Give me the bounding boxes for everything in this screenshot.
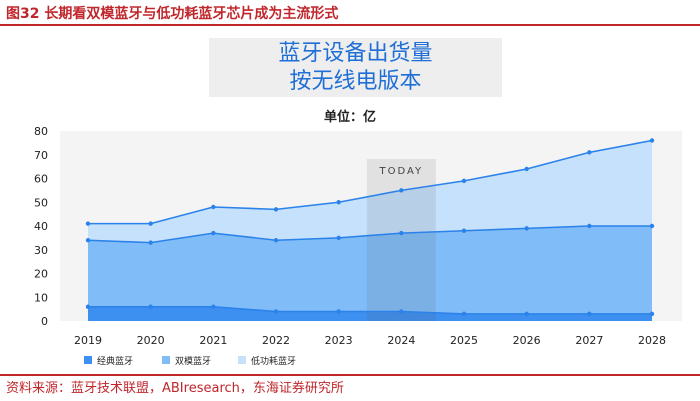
y-tick-label: 20 xyxy=(34,268,48,281)
data-point-s1-2023 xyxy=(336,309,341,314)
data-point-s2-2021 xyxy=(211,230,216,236)
data-point-s1-2027 xyxy=(587,311,592,317)
data-point-s3-2025 xyxy=(461,178,467,184)
figure-title: 图32 长期看双模蓝牙与低功耗蓝牙芯片成为主流形式 xyxy=(6,6,339,22)
y-tick-label: 10 xyxy=(34,291,48,304)
data-point-s3-2026 xyxy=(524,166,529,172)
series-line-1 xyxy=(88,305,652,315)
data-point-s3-2019 xyxy=(85,221,91,226)
today-label: TODAY xyxy=(378,166,423,177)
x-tick-label: 2026 xyxy=(513,334,541,347)
source-note: 资料来源：蓝牙技术联盟，ABIresearch，东海证券研究所 xyxy=(6,381,344,396)
data-point-s1-2028 xyxy=(649,311,655,317)
data-point-s2-2024 xyxy=(399,230,404,236)
x-tick-label: 2025 xyxy=(450,334,478,347)
legend-label-2: 双模蓝牙 xyxy=(175,355,211,367)
today-band xyxy=(366,159,436,321)
source-rule xyxy=(0,374,700,376)
legend-label-3: 低功耗蓝牙 xyxy=(251,355,296,367)
data-point-s1-2021 xyxy=(211,304,216,309)
x-tick-label: 2023 xyxy=(325,334,353,347)
data-point-s2-2020 xyxy=(148,240,153,245)
data-point-s1-2024 xyxy=(399,309,404,314)
area-chart: TODAY 0 10 20 30 40 50 60 70 80 2019 2020 2021 2022 20… xyxy=(34,125,682,367)
data-point-s2-2027 xyxy=(587,223,592,229)
data-point-s1-2020 xyxy=(148,304,153,309)
data-point-s1-2025 xyxy=(461,311,467,317)
data-point-s2-2019 xyxy=(85,238,91,243)
data-point-s3-2022 xyxy=(273,207,279,212)
x-tick-label: 2021 xyxy=(199,334,227,347)
data-point-s1-2019 xyxy=(85,304,91,309)
legend-swatch-1 xyxy=(84,356,92,364)
series-line-3 xyxy=(88,139,653,225)
data-point-s1-2022 xyxy=(273,309,279,314)
legend-swatch-3 xyxy=(238,356,246,364)
data-point-s2-2028 xyxy=(649,223,655,229)
x-tick-label: 2022 xyxy=(262,334,290,347)
data-point-s2-2022 xyxy=(273,238,279,243)
chart-heading-box: 蓝牙设备出货量 按无线电版本 xyxy=(209,38,502,97)
x-tick-label: 2024 xyxy=(387,334,415,347)
y-tick-label: 0 xyxy=(41,315,48,328)
y-tick-label: 60 xyxy=(34,173,48,186)
x-tick-label: 2028 xyxy=(638,334,666,347)
data-point-s2-2026 xyxy=(524,226,529,231)
unit-label: 单位：亿 xyxy=(323,110,376,125)
x-tick-label: 2019 xyxy=(74,334,102,347)
data-point-s3-2024 xyxy=(399,188,404,193)
x-tick-label: 2020 xyxy=(137,334,165,347)
data-point-s3-2027 xyxy=(587,150,592,155)
y-tick-label: 30 xyxy=(34,244,48,257)
x-tick-label: 2027 xyxy=(575,334,603,347)
data-point-s3-2021 xyxy=(211,204,216,210)
data-point-s1-2026 xyxy=(524,311,529,317)
data-point-s2-2023 xyxy=(336,235,341,241)
data-point-s3-2023 xyxy=(336,200,341,205)
series-line-2 xyxy=(87,225,652,244)
data-point-s3-2028 xyxy=(649,138,655,143)
legend-label-1: 经典蓝牙 xyxy=(97,355,133,367)
data-point-s3-2020 xyxy=(148,221,153,226)
y-tick-label: 40 xyxy=(34,220,48,233)
legend-swatch-2 xyxy=(162,356,170,364)
data-point-s2-2025 xyxy=(461,228,467,233)
y-tick-label: 80 xyxy=(34,125,48,138)
chart-title-line-1: 蓝牙设备出货量 xyxy=(278,41,433,66)
y-tick-label: 50 xyxy=(34,196,48,209)
y-tick-label: 70 xyxy=(34,149,48,162)
area-2 xyxy=(88,226,652,321)
chart-title-line-2: 按无线电版本 xyxy=(289,69,422,94)
area-1 xyxy=(88,306,652,321)
title-rule xyxy=(0,24,700,26)
